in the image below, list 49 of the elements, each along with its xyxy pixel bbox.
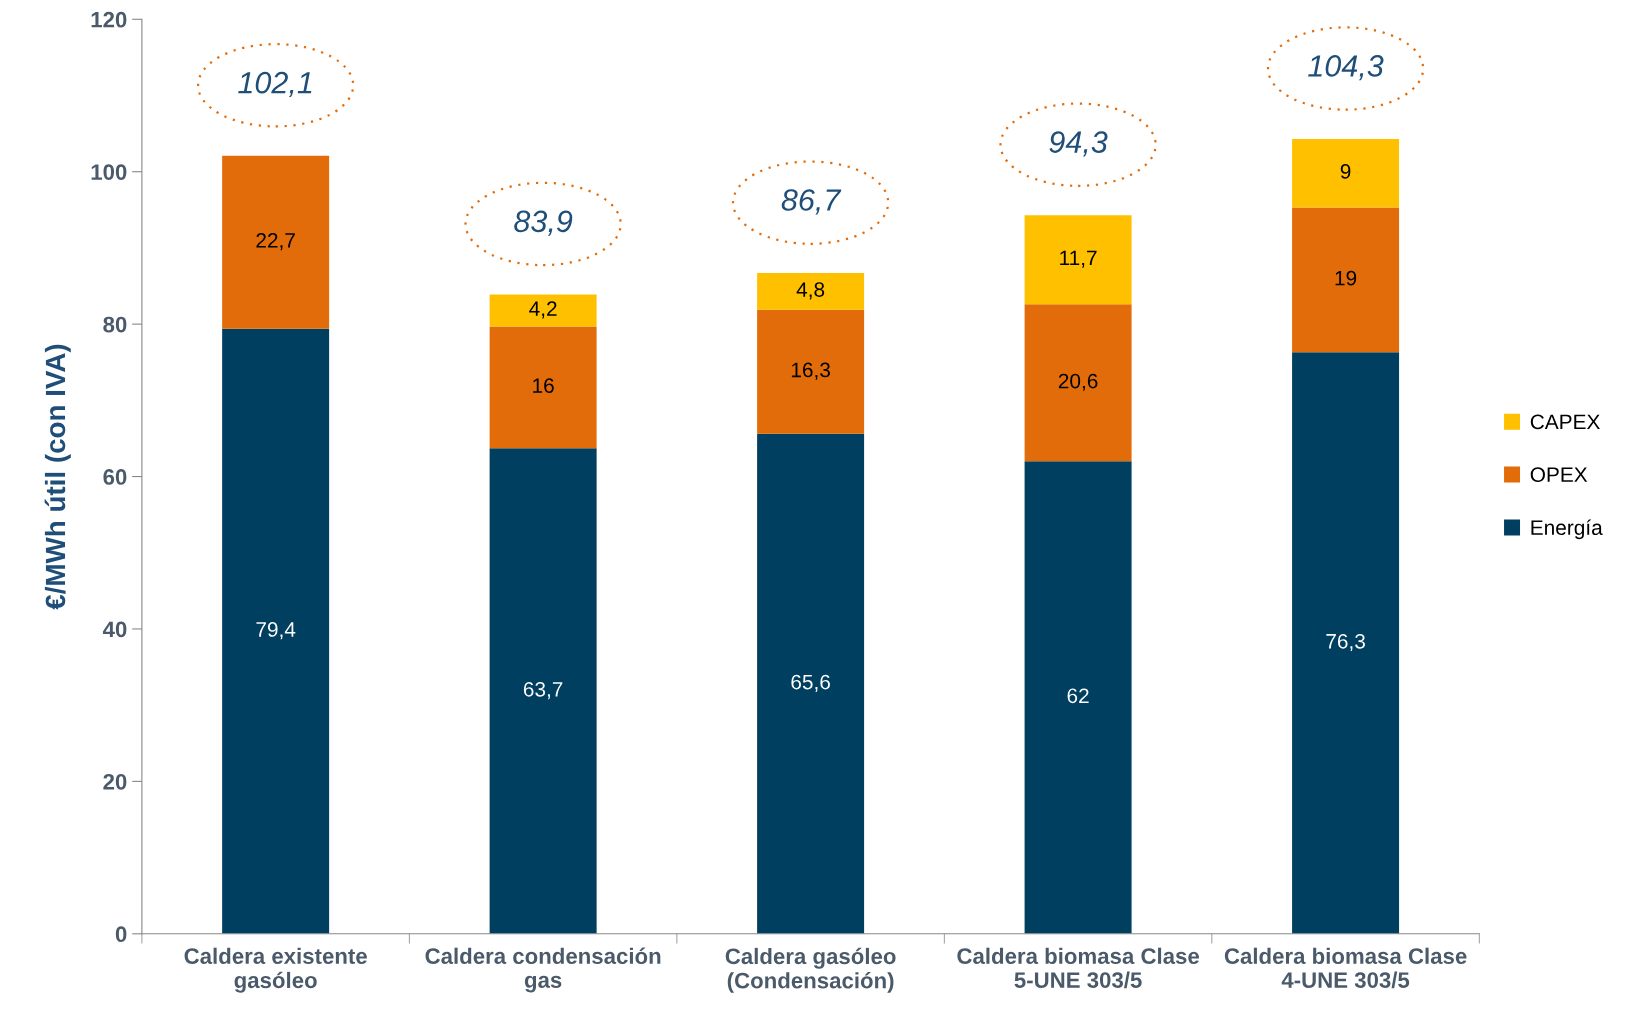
- bar: [1024, 304, 1132, 462]
- legend-label: CAPEX: [1530, 414, 1600, 430]
- y-tick-label: 40: [102, 621, 127, 638]
- total-label: 94,3: [1049, 131, 1108, 157]
- y-tick-label: 60: [103, 469, 127, 485]
- data-label: 63,7: [523, 681, 563, 700]
- legend-label: OPEX: [1530, 467, 1588, 483]
- data-label: 65,6: [791, 674, 830, 692]
- data-label: 11,7: [1060, 250, 1097, 268]
- data-label: 19: [1335, 270, 1357, 286]
- bar: [489, 294, 597, 327]
- total-label: 104,3: [1308, 55, 1384, 81]
- bar: [757, 273, 865, 310]
- x-tick-label: Caldera condensación gas: [425, 947, 661, 993]
- total-label: 86,7: [781, 189, 842, 215]
- bar: [757, 433, 865, 934]
- y-tick-label: 100: [91, 164, 127, 180]
- data-label: 16: [533, 378, 554, 393]
- data-label: 22,7: [256, 233, 295, 251]
- bar: [222, 328, 330, 934]
- data-label: 20,6: [1058, 373, 1098, 391]
- data-label: 62: [1067, 688, 1089, 704]
- x-tick-label: Caldera biomasa Clase 4-UNE 303/5: [1224, 947, 1467, 989]
- bar: [1292, 207, 1400, 353]
- bar: [1292, 138, 1400, 208]
- total-label: 102,1: [238, 71, 312, 98]
- y-tick-label: 0: [115, 926, 127, 943]
- data-label: 76,3: [1326, 633, 1365, 652]
- x-tick-label: Caldera biomasa Clase 5-UNE 303/5: [957, 947, 1199, 989]
- x-tick-label: Caldera gasóleo (Condensación): [725, 947, 896, 993]
- y-tick-label: 120: [91, 11, 127, 28]
- data-label: 9: [1340, 164, 1351, 179]
- data-label: 4,2: [529, 301, 557, 319]
- y-tick-label: 20: [103, 773, 127, 790]
- data-label: 4,8: [796, 282, 825, 300]
- bar: [489, 448, 597, 934]
- x-tick-label: Caldera existente gasóleo: [184, 947, 367, 993]
- total-label: 83,9: [514, 210, 573, 236]
- bar: [489, 326, 597, 449]
- y-tick-label: 80: [103, 316, 127, 333]
- y-axis-title: €/MWh útil (con IVA): [44, 344, 71, 610]
- bar: [222, 155, 330, 329]
- data-label: 16,3: [791, 362, 830, 380]
- legend-label: Energía: [1531, 519, 1603, 540]
- data-label: 79,4: [256, 622, 296, 640]
- bar: [1024, 461, 1132, 934]
- bar: [1024, 215, 1132, 305]
- bar: [1292, 352, 1400, 934]
- bar: [757, 309, 865, 434]
